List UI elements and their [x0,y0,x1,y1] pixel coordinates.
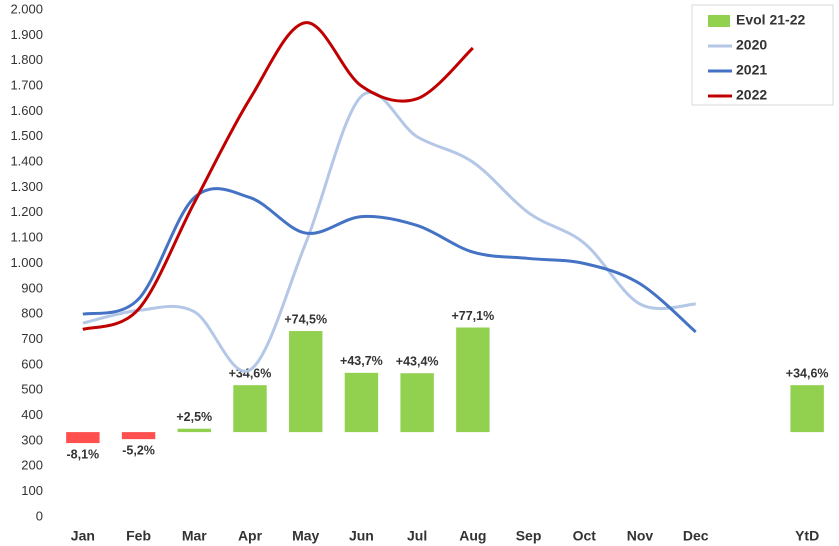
line [82,21,474,331]
y-tick-label: 500 [21,382,43,397]
y-tick-label: 1.100 [10,230,43,245]
x-tick-label: Oct [573,528,597,544]
bar [456,327,490,433]
x-tick-label: Feb [126,528,151,544]
x-tick-label: Aug [459,528,486,544]
value-label: +74,5% [284,312,327,326]
y-tick-label: 100 [21,483,43,498]
y-tick-label: 1.800 [10,52,43,67]
x-tick-label: Jan [71,528,95,544]
bar [233,385,267,433]
value-label: -5,2% [122,443,155,457]
y-tick-label: 1.900 [10,27,43,42]
y-tick-label: 1.000 [10,255,43,270]
x-tick-label: YtD [795,528,819,544]
legend-label: 2021 [736,62,767,78]
x-tick-label: Jul [407,528,427,544]
x-tick-label: Apr [238,528,263,544]
bar [121,432,156,440]
legend-label: 2022 [736,87,767,103]
y-tick-label: 600 [21,356,43,371]
y-tick-label: 0 [36,508,43,523]
y-tick-label: 1.200 [10,204,43,219]
legend-swatch [708,15,730,27]
value-label: +77,1% [451,309,494,323]
x-tick-label: Sep [516,528,542,544]
y-tick-label: 200 [21,458,43,473]
y-tick-label: 1.700 [10,77,43,92]
value-label: +43,7% [340,354,383,368]
x-tick-label: Mar [182,528,207,544]
legend-label: 2020 [736,37,767,53]
y-tick-label: 300 [21,432,43,447]
bar [790,385,824,433]
y-tick-label: 1.300 [10,179,43,194]
y-tick-label: 400 [21,407,43,422]
value-label: +34,6% [786,366,829,380]
value-label: +2,5% [176,410,212,424]
value-label: -8,1% [67,447,100,461]
bar [66,432,100,444]
value-label: +43,4% [396,355,439,369]
bar [289,331,323,433]
y-tick-label: 2.000 [10,1,43,16]
bar [177,428,211,433]
x-tick-label: May [292,528,319,544]
y-tick-label: 1.600 [10,103,43,118]
x-tick-label: Dec [683,528,709,544]
legend-label: Evol 21-22 [736,12,805,28]
y-tick-label: 1.400 [10,154,43,169]
line [82,187,697,334]
y-tick-label: 800 [21,306,43,321]
y-tick-label: 900 [21,280,43,295]
y-tick-label: 700 [21,331,43,346]
bar [400,373,434,433]
line [82,91,696,373]
x-tick-label: Jun [349,528,374,544]
bar [344,372,379,433]
x-tick-label: Nov [627,528,654,544]
y-tick-label: 1.500 [10,128,43,143]
